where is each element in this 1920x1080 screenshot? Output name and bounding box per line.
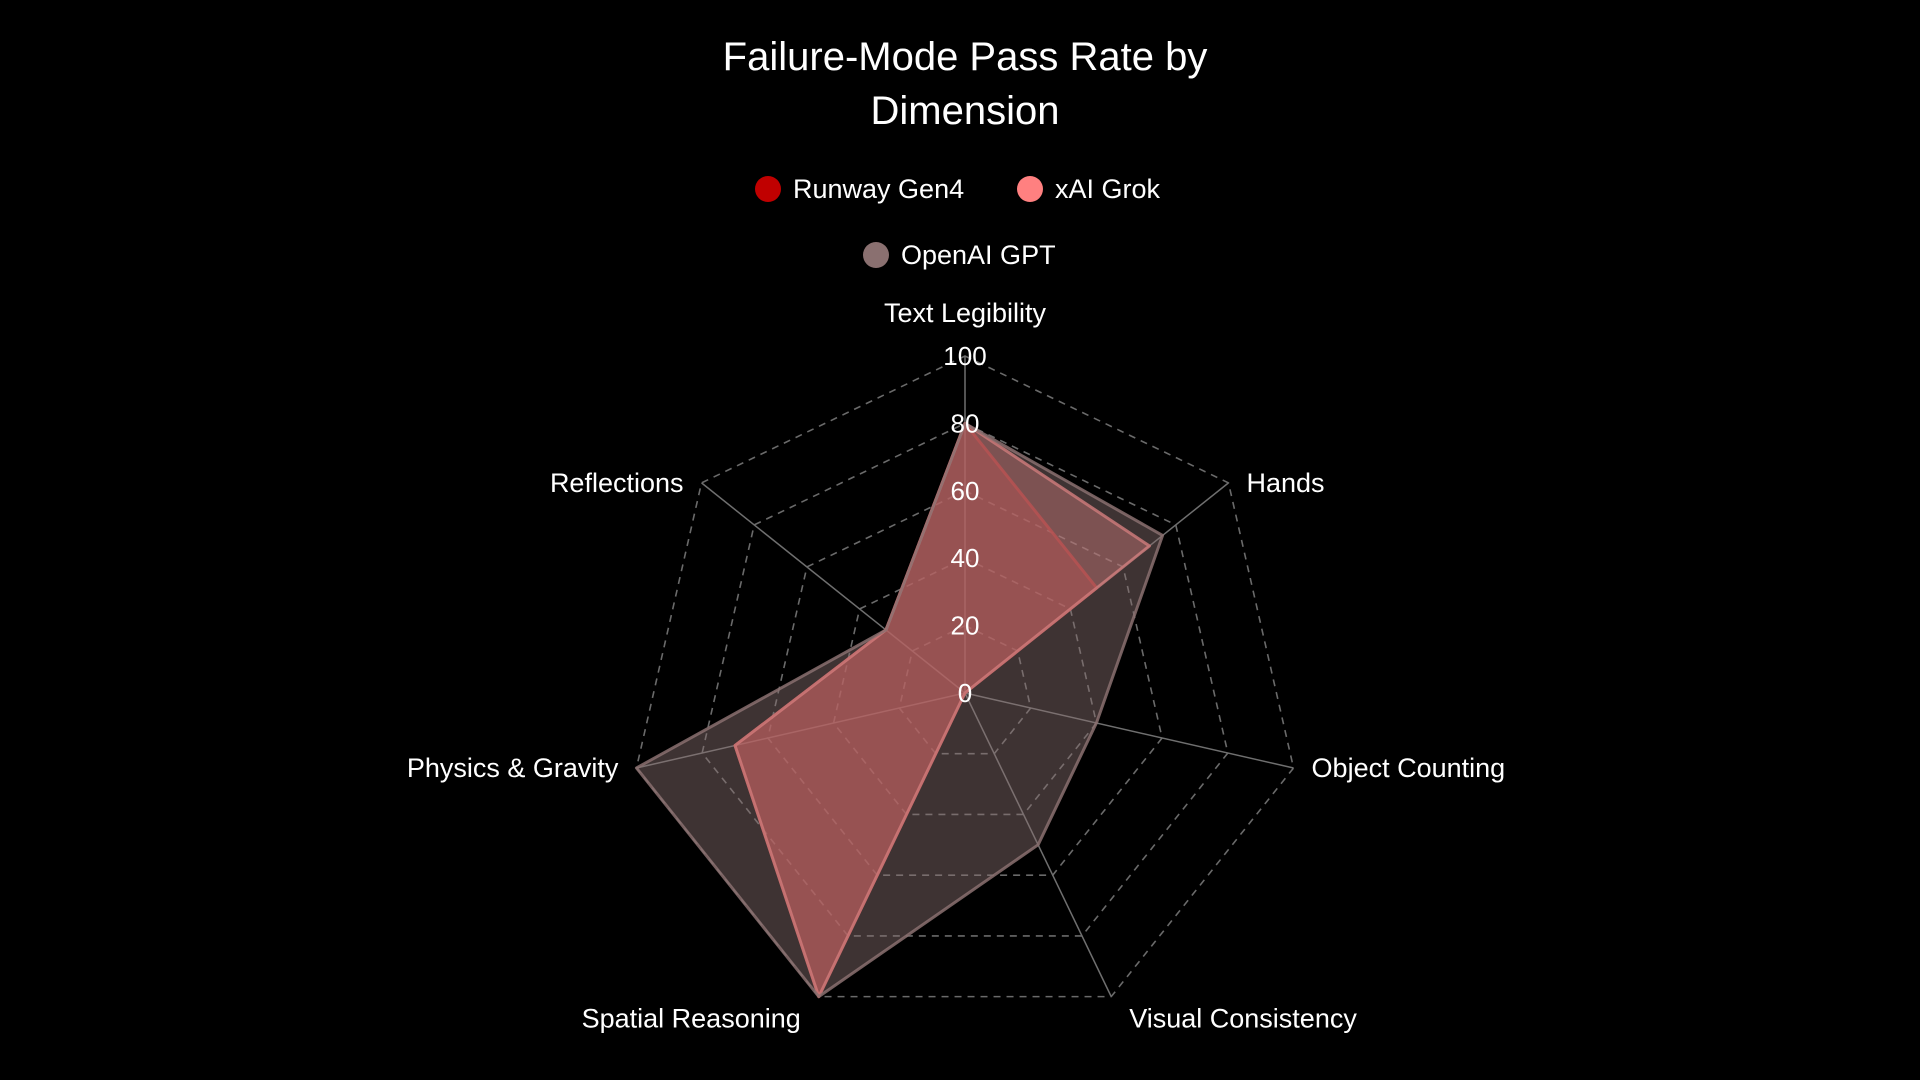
legend-label-openai: OpenAI GPT [901, 240, 1056, 270]
legend-label-grok: xAI Grok [1055, 174, 1161, 204]
legend-label-runway: Runway Gen4 [793, 174, 964, 204]
radial-tick-label: 40 [951, 543, 980, 573]
grid-ring-40 [832, 557, 1098, 816]
radial-tick-label: 100 [943, 341, 986, 371]
spoke-reflections [701, 482, 966, 694]
legend-item-grok[interactable]: xAI Grok [1017, 174, 1161, 204]
legend-swatch-runway [755, 176, 781, 202]
spoke-physics-gravity [636, 692, 966, 769]
legend: Runway Gen4 xAI Grok OpenAI GPT [755, 174, 1161, 270]
radar-labels: 0 20 40 60 80 100 Text Legibility Hands Object C… [407, 298, 1505, 1034]
spoke-object-counting [964, 692, 1294, 769]
axis-label-visual-consistency: Visual Consistency [1129, 1004, 1357, 1034]
series-area-openai-gpt[interactable] [634, 421, 1165, 999]
axis-label-reflections: Reflections [550, 468, 684, 498]
axis-label-text-legibility: Text Legibility [884, 298, 1047, 328]
axis-label-hands: Hands [1246, 468, 1324, 498]
axis-label-object-counting: Object Counting [1312, 753, 1506, 783]
legend-swatch-grok [1017, 176, 1043, 202]
grid-ring-20 [898, 624, 1032, 755]
radial-tick-label: 60 [951, 476, 980, 506]
radar-series [634, 421, 1165, 999]
chart-title-line-1: Failure-Mode Pass Rate by [723, 35, 1208, 79]
grid-ring-60 [767, 489, 1163, 876]
radial-tick-label: 20 [951, 611, 980, 641]
radial-tick-label: 0 [958, 678, 972, 708]
grid-ring-100 [635, 355, 1295, 998]
axis-label-spatial-reasoning: Spatial Reasoning [582, 1004, 801, 1034]
legend-swatch-openai [863, 242, 889, 268]
legend-item-runway[interactable]: Runway Gen4 [755, 174, 964, 204]
chart-title-line-2: Dimension [871, 89, 1060, 133]
legend-item-openai[interactable]: OpenAI GPT [863, 240, 1056, 270]
radial-tick-label: 80 [951, 408, 980, 438]
axis-label-physics-gravity: Physics & Gravity [407, 753, 619, 783]
